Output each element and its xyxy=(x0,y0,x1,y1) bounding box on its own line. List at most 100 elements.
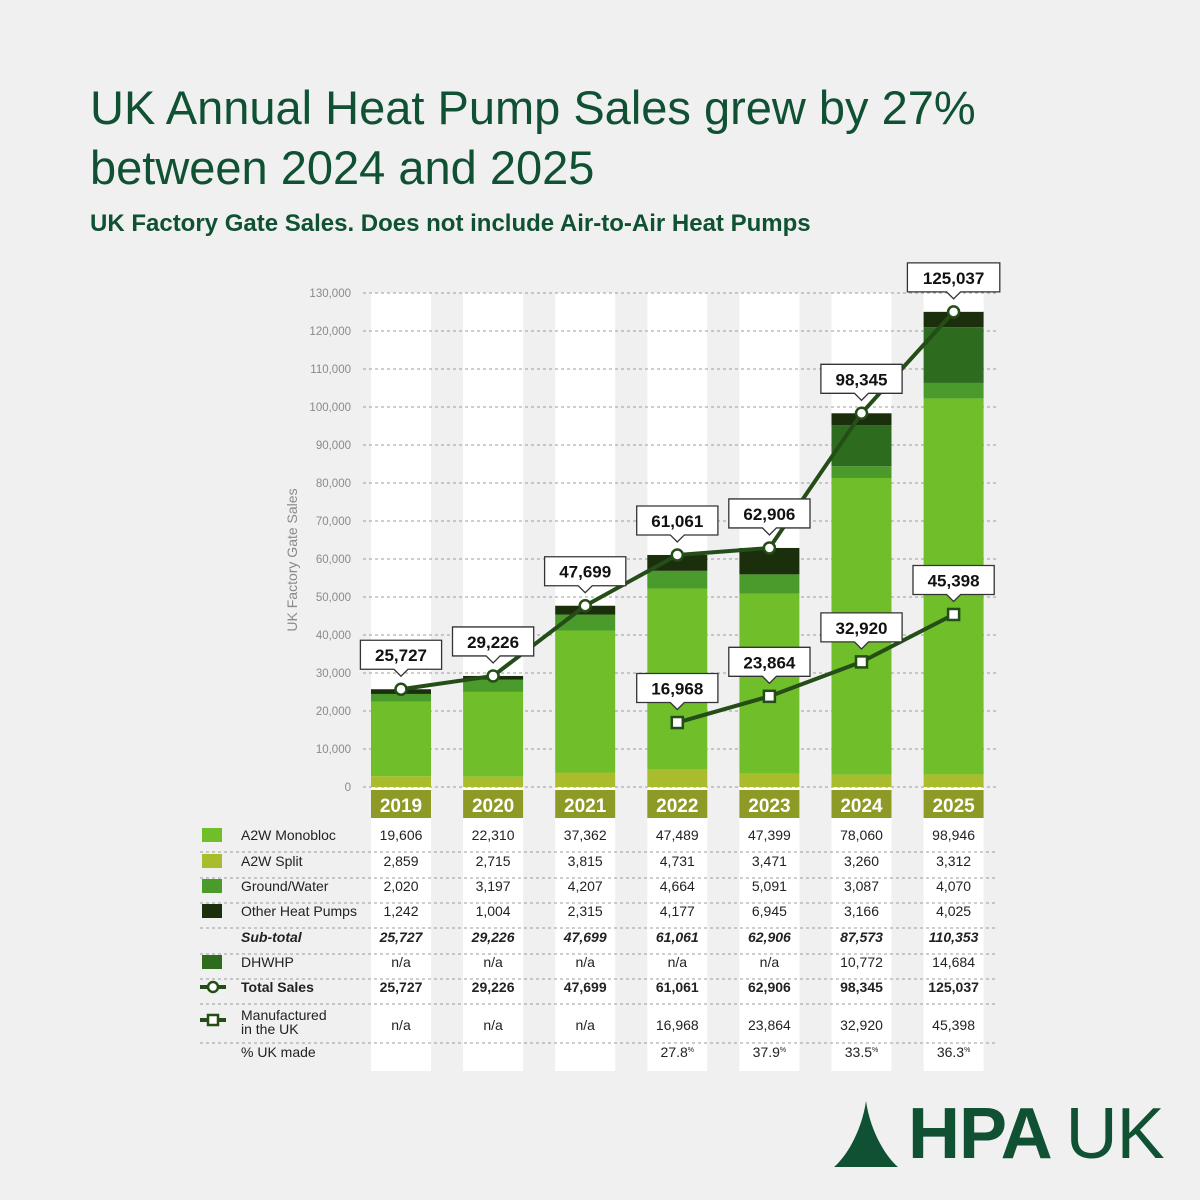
callout-value: 16,968 xyxy=(651,680,703,699)
bar-segment-split xyxy=(923,774,984,787)
table-cell: 47,699 xyxy=(564,979,607,995)
callout-box xyxy=(906,262,1001,300)
row-label: Other Heat Pumps xyxy=(241,903,357,919)
total-callout-2019: 25,727 xyxy=(359,639,443,678)
table-cell: n/a xyxy=(391,1017,411,1033)
callout-value: 32,920 xyxy=(836,619,888,638)
bar-segment-monobloc xyxy=(371,701,431,777)
y-tick-label: 0 xyxy=(345,782,351,794)
manufactured-point xyxy=(854,655,869,669)
table-cell: 14,684 xyxy=(932,954,975,970)
table-cell: 125,037 xyxy=(928,979,979,995)
callout-value: 61,061 xyxy=(651,512,703,531)
y-tick-label: 40,000 xyxy=(316,630,351,642)
year-badge xyxy=(555,790,616,818)
bar-segment-split xyxy=(739,773,800,787)
logo-text-hpa: HPA xyxy=(908,1094,1053,1174)
legend-square-icon xyxy=(206,1013,220,1027)
bar-stack-2021: 2021 xyxy=(555,605,616,818)
table-cell: 33.5% xyxy=(845,1044,878,1060)
table-cell: 3,087 xyxy=(844,878,879,894)
table-cell: 4,731 xyxy=(660,853,695,869)
total-sales-point xyxy=(762,541,777,555)
y-tick-label: 20,000 xyxy=(316,706,351,718)
year-label: 2022 xyxy=(656,796,698,817)
table-cell: 25,727 xyxy=(380,979,423,995)
manufactured-point xyxy=(946,607,961,622)
callout-box xyxy=(728,498,811,536)
table-cell: 37,362 xyxy=(564,827,607,843)
table-cell: n/a xyxy=(575,954,595,970)
legend-circle-icon xyxy=(206,980,220,994)
legend-swatch xyxy=(202,879,222,893)
page-title: UK Annual Heat Pump Sales grew by 27% be… xyxy=(90,81,976,194)
table-cell: 98,946 xyxy=(932,827,975,843)
bar-segment-ground xyxy=(739,574,800,594)
year-badge xyxy=(371,790,431,818)
total-callout-2020: 29,226 xyxy=(451,626,535,664)
bar-segment-split xyxy=(371,776,431,787)
y-tick-label: 70,000 xyxy=(316,516,351,528)
percent-unit: % xyxy=(780,1047,786,1054)
table-cell: 4,025 xyxy=(936,903,971,919)
total-sales-point xyxy=(946,305,961,319)
callout-box xyxy=(912,564,995,603)
percent-unit: % xyxy=(872,1047,878,1054)
table-cell: 87,573 xyxy=(840,929,883,945)
year-label: 2020 xyxy=(472,796,514,817)
table-cell: 3,166 xyxy=(844,903,879,919)
year-badge xyxy=(923,790,984,818)
bar-segment-split xyxy=(555,772,616,787)
callout-value: 29,226 xyxy=(467,633,519,652)
table-cell: 19,606 xyxy=(380,827,423,843)
table-cell: 62,906 xyxy=(748,979,791,995)
year-badge xyxy=(831,790,892,818)
manufactured-uk-line xyxy=(676,612,955,725)
total-sales-point xyxy=(486,669,500,683)
row-label: Sub-total xyxy=(241,929,303,945)
y-tick-label: 50,000 xyxy=(316,592,351,604)
total-callout-2024: 98,345 xyxy=(820,363,903,402)
bar-segment-ground xyxy=(923,382,984,399)
table-cell: 3,815 xyxy=(568,853,603,869)
year-badge xyxy=(463,790,524,818)
table-row-ground: Ground/Water 2,020 3,197 4,207 4,664 5,091 3,0… xyxy=(202,878,971,894)
table-cell: 61,061 xyxy=(656,929,699,945)
table-cell: 16,968 xyxy=(656,1017,699,1033)
table-cell: 25,727 xyxy=(379,929,424,945)
bar-segment-other xyxy=(923,311,984,328)
year-label: 2025 xyxy=(932,796,975,817)
table-cell: 61,061 xyxy=(656,979,699,995)
callout-box xyxy=(820,363,903,402)
total-callout-2022: 61,061 xyxy=(636,505,719,543)
year-label: 2024 xyxy=(840,796,883,817)
year-label: 2019 xyxy=(380,796,422,817)
table-cell: 62,906 xyxy=(748,929,791,945)
row-label: A2W Monobloc xyxy=(241,827,336,843)
table-row-other: Other Heat Pumps 1,242 1,004 2,315 4,177 6,94… xyxy=(202,903,971,919)
total-sales-point xyxy=(670,548,685,562)
table-cell: 36.3% xyxy=(937,1044,970,1060)
table-cell: 47,399 xyxy=(748,827,791,843)
y-tick-label: 10,000 xyxy=(316,744,351,756)
y-tick-label: 60,000 xyxy=(316,554,351,566)
manufactured-point xyxy=(762,689,777,704)
table-cell: 1,004 xyxy=(476,903,511,919)
table-cell: n/a xyxy=(391,954,411,970)
callout-box xyxy=(820,612,903,650)
callout-value: 98,345 xyxy=(836,370,888,389)
table-row-dhwhp: DHWHP n/a n/a n/a n/a n/a 10,772 14,684 xyxy=(202,954,975,970)
callout-value: 62,906 xyxy=(743,505,795,524)
callout-value: 23,864 xyxy=(743,653,796,672)
total-sales-point xyxy=(854,406,869,421)
column-strip-2019 xyxy=(371,293,431,1071)
row-label: DHWHP xyxy=(241,954,294,970)
row-label: in the UK xyxy=(241,1021,299,1037)
bar-segment-ground xyxy=(463,679,524,692)
bar-segment-split xyxy=(831,774,892,787)
table-row-total: Total Sales 25,727 29,226 47,699 61,061 62,90… xyxy=(200,979,979,995)
table-cell: 5,091 xyxy=(752,878,787,894)
manufactured-callout-2022: 16,968 xyxy=(636,672,719,711)
hpa-uk-logo: HPA UK xyxy=(832,1094,1165,1174)
